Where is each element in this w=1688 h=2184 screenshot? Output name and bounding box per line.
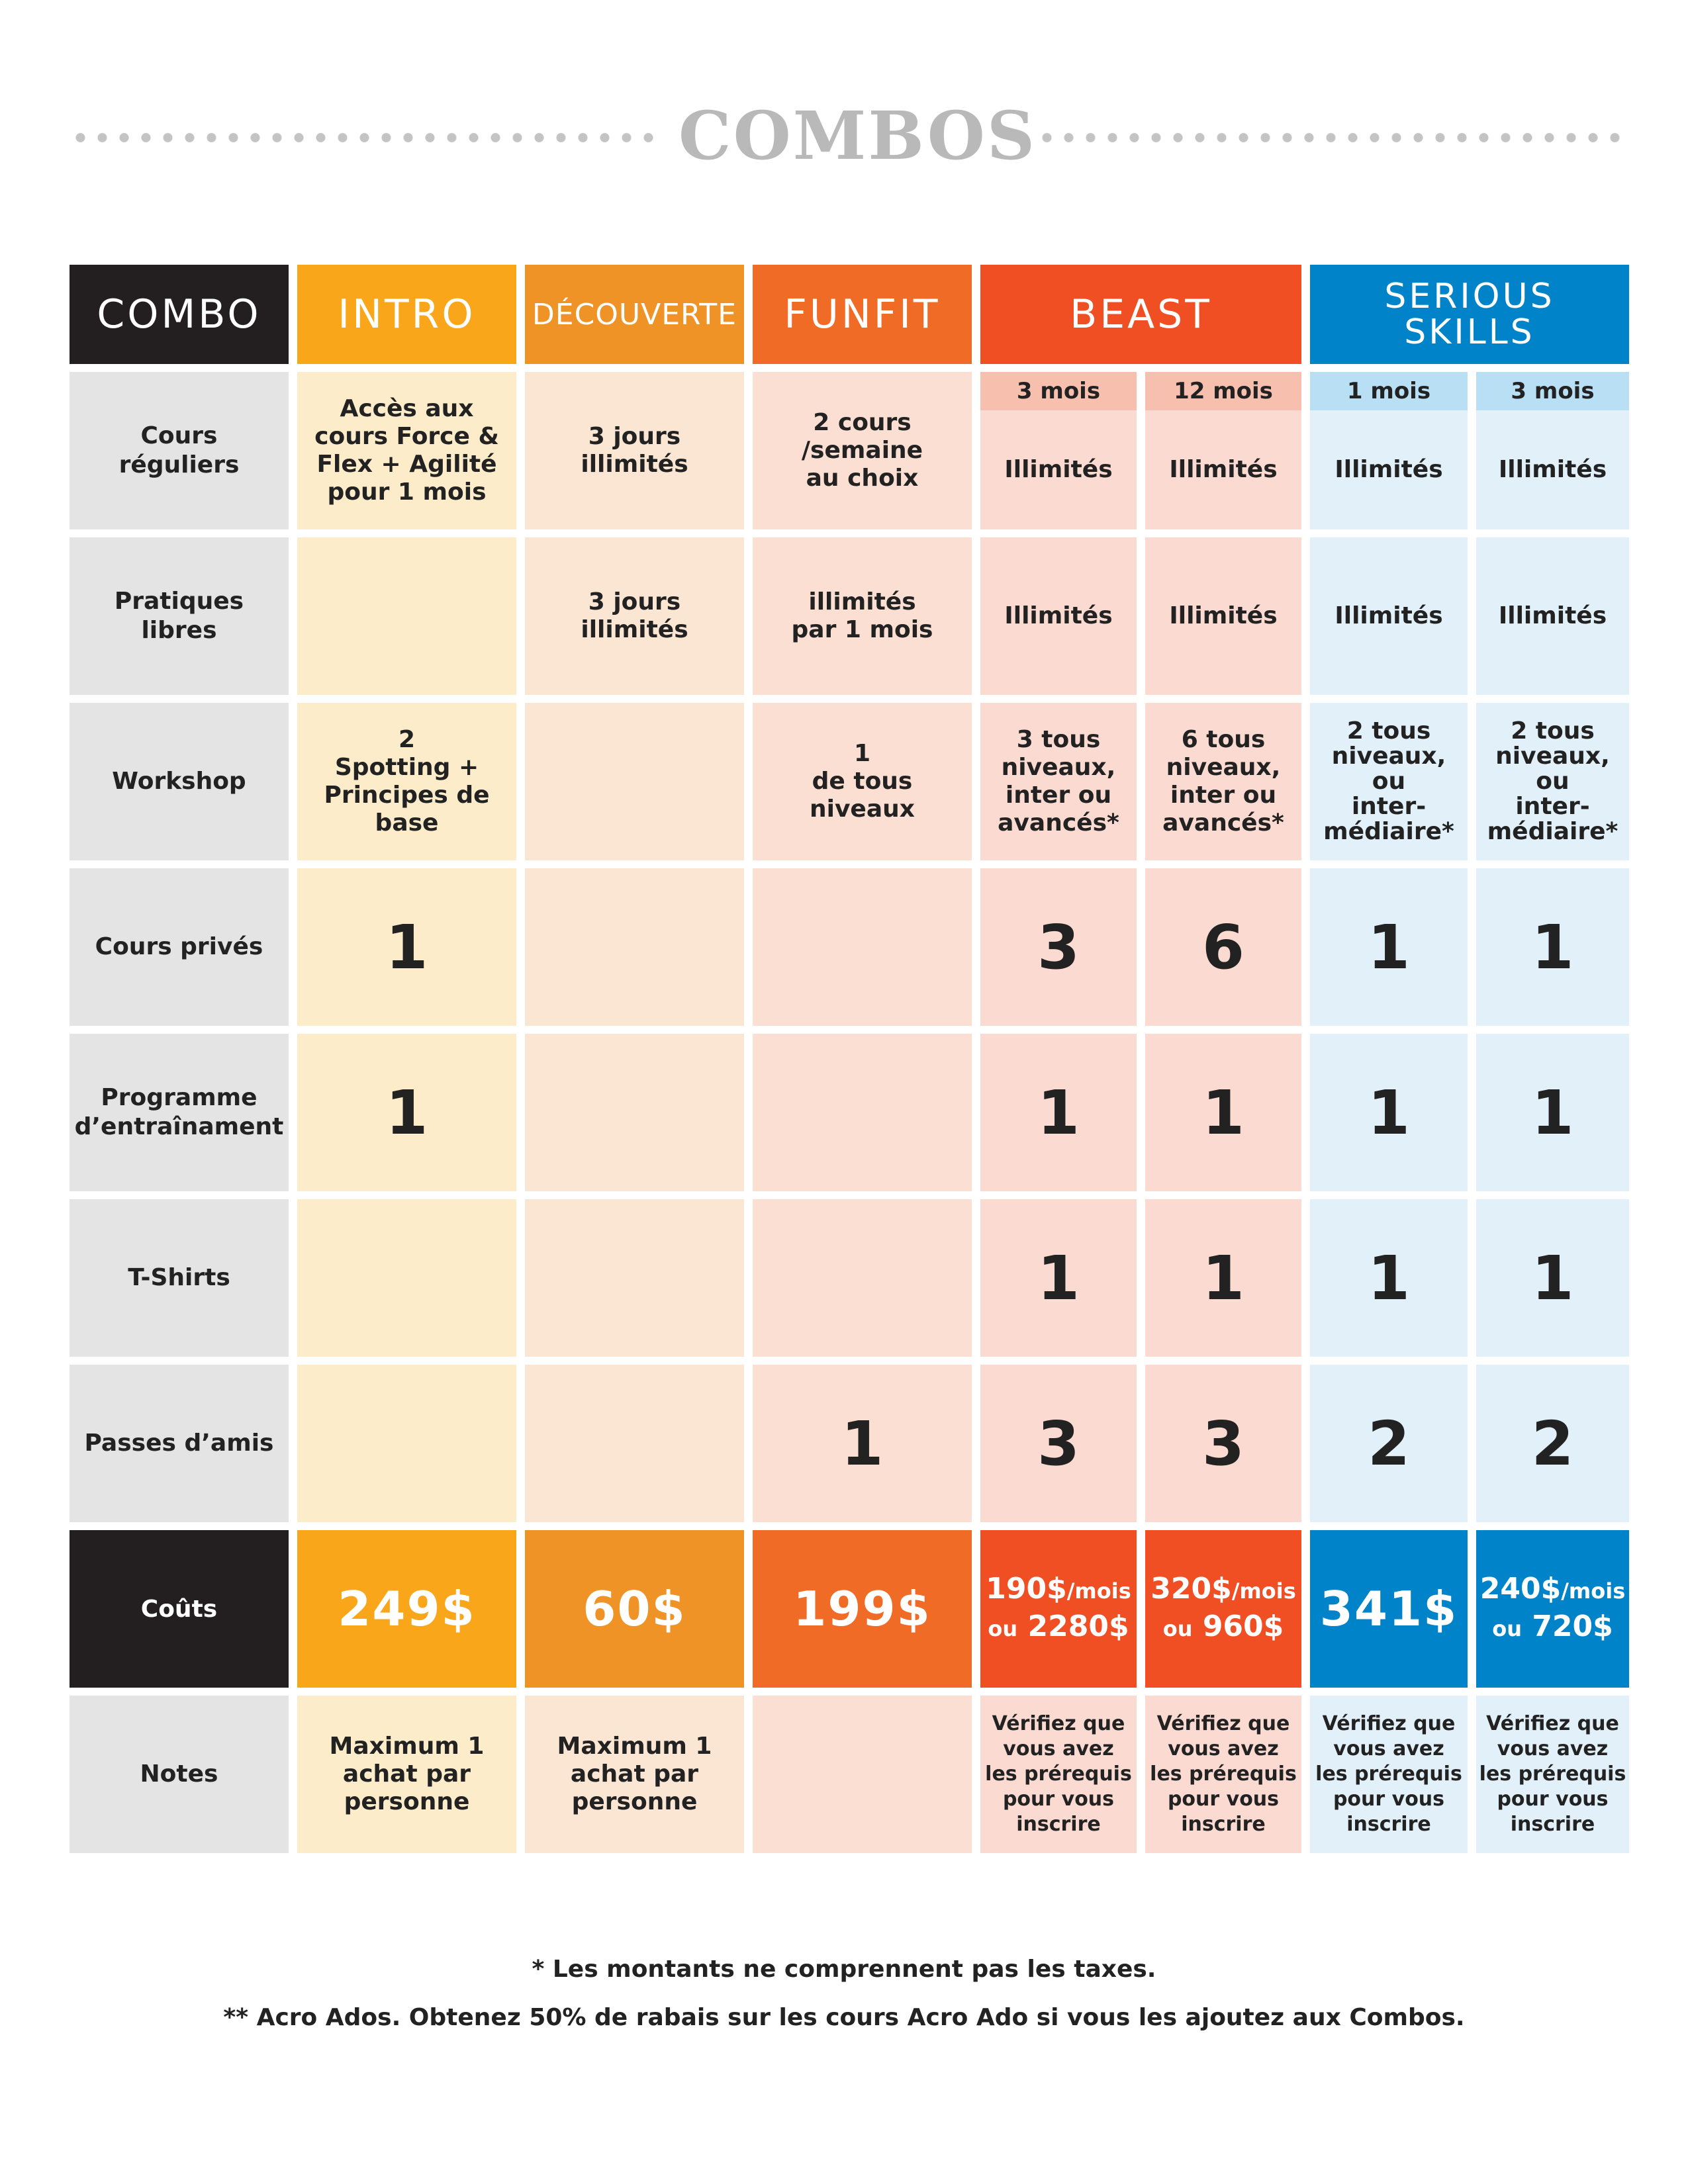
price-serious-3mois-monthly: 240$ [1479, 1572, 1562, 1606]
price-beast-12mois: 320$/mois ou 960$ [1145, 1530, 1301, 1688]
price-funfit: 199$ [753, 1530, 972, 1688]
footnote-taxes: * Les montants ne comprennent pas les ta… [532, 1956, 1156, 1983]
price-serious-1mois: 341$ [1310, 1530, 1468, 1688]
cell-cours-prives-beast-12mois: 6 [1145, 868, 1301, 1026]
cell-cours-prives-serious-1mois: 1 [1310, 868, 1468, 1026]
row-label-tshirts: T-Shirts [70, 1199, 289, 1357]
cell-cours-reguliers-funfit: 2 cours /semaine au choix [753, 372, 972, 529]
cell-programme-intro: 1 [297, 1034, 516, 1191]
price-beast-3mois-monthly: 190$ [986, 1572, 1067, 1606]
cell-passes-beast-12mois: 3 [1145, 1365, 1301, 1522]
dotted-divider-right [1036, 132, 1622, 143]
price-beast-3mois: 190$/mois ou 2280$ [980, 1530, 1137, 1688]
cell-workshop-beast-12mois: 6 tous niveaux, inter ou avancés* [1145, 703, 1301, 860]
price-intro: 249$ [297, 1530, 516, 1688]
cell-cours-reguliers-serious-3mois: 3 mois Illimités [1476, 372, 1629, 529]
row-label-passes-amis: Passes d’amis [70, 1365, 289, 1522]
cell-tshirts-funfit [753, 1199, 972, 1357]
note-intro: Maximum 1 achat par personne [297, 1696, 516, 1853]
row-label-cours-reguliers: Cours réguliers [70, 372, 289, 529]
cell-programme-decouverte [525, 1034, 744, 1191]
cell-workshop-serious-3mois: 2 tous niveaux, ou inter- médiaire* [1476, 703, 1629, 860]
footnote-acro-ados: ** Acro Ados. Obtenez 50% de rabais sur … [223, 2004, 1465, 2031]
cell-passes-serious-3mois: 2 [1476, 1365, 1629, 1522]
note-funfit [753, 1696, 972, 1853]
row-label-pratiques-libres: Pratiques libres [70, 537, 289, 695]
header-beast: BEAST [980, 265, 1301, 364]
duration-beast-12mois: 12 mois [1145, 372, 1301, 410]
cell-cours-reguliers-decouverte: 3 jours illimités [525, 372, 744, 529]
cell-pratiques-libres-intro [297, 537, 516, 695]
cell-pratiques-libres-serious-1mois: Illimités [1310, 537, 1468, 695]
cell-cours-prives-decouverte [525, 868, 744, 1026]
cell-workshop-intro: 2 Spotting + Principes de base [297, 703, 516, 860]
cell-cours-prives-intro: 1 [297, 868, 516, 1026]
cell-tshirts-serious-3mois: 1 [1476, 1199, 1629, 1357]
page-title: COMBOS [679, 97, 1037, 175]
price-decouverte: 60$ [525, 1530, 744, 1688]
row-label-programme: Programme d’entraînament [70, 1034, 289, 1191]
cell-cours-prives-beast-3mois: 3 [980, 868, 1137, 1026]
row-label-couts: Coûts [70, 1530, 289, 1688]
price-serious-3mois-total: 720$ [1532, 1610, 1613, 1643]
cell-programme-funfit [753, 1034, 972, 1191]
header-serious-skills: SERIOUS SKILLS [1310, 265, 1629, 364]
price-serious-3mois: 240$/mois ou 720$ [1476, 1530, 1629, 1688]
header-serious-line1: SERIOUS [1384, 277, 1555, 316]
header-decouverte: DÉCOUVERTE [525, 265, 744, 364]
row-label-workshop: Workshop [70, 703, 289, 860]
cell-cours-reguliers-intro: Accès aux cours Force & Flex + Agilité p… [297, 372, 516, 529]
cell-passes-funfit: 1 [753, 1365, 972, 1522]
cell-tshirts-beast-3mois: 1 [980, 1199, 1137, 1357]
cell-cours-reguliers-serious-1mois: 1 mois Illimités [1310, 372, 1468, 529]
cell-programme-serious-3mois: 1 [1476, 1034, 1629, 1191]
note-decouverte: Maximum 1 achat par personne [525, 1696, 744, 1853]
cell-pratiques-libres-beast-3mois: Illimités [980, 537, 1137, 695]
header-serious-line2: SKILLS [1404, 312, 1535, 352]
price-beast-12mois-monthly: 320$ [1150, 1572, 1232, 1606]
cell-cours-prives-funfit [753, 868, 972, 1026]
cell-programme-beast-3mois: 1 [980, 1034, 1137, 1191]
duration-serious-3mois: 3 mois [1476, 372, 1629, 410]
cell-passes-beast-3mois: 3 [980, 1365, 1137, 1522]
cell-tshirts-decouverte [525, 1199, 744, 1357]
price-beast-12mois-total: 960$ [1202, 1610, 1284, 1643]
note-serious-3mois: Vérifiez que vous avez les prérequis pou… [1476, 1696, 1629, 1853]
cell-programme-beast-12mois: 1 [1145, 1034, 1301, 1191]
header-funfit: FUNFIT [753, 265, 972, 364]
cell-passes-intro [297, 1365, 516, 1522]
price-beast-3mois-total: 2280$ [1027, 1610, 1129, 1643]
note-beast-12mois: Vérifiez que vous avez les prérequis pou… [1145, 1696, 1301, 1853]
cell-pratiques-libres-beast-12mois: Illimités [1145, 537, 1301, 695]
cell-workshop-serious-1mois: 2 tous niveaux, ou inter- médiaire* [1310, 703, 1468, 860]
cell-programme-serious-1mois: 1 [1310, 1034, 1468, 1191]
cell-pratiques-libres-serious-3mois: Illimités [1476, 537, 1629, 695]
cell-cours-reguliers-beast-3mois: 3 mois Illimités [980, 372, 1137, 529]
cell-tshirts-serious-1mois: 1 [1310, 1199, 1468, 1357]
cell-passes-serious-1mois: 2 [1310, 1365, 1468, 1522]
header-combo: COMBO [70, 265, 289, 364]
cell-workshop-decouverte [525, 703, 744, 860]
cell-workshop-funfit: 1 de tous niveaux [753, 703, 972, 860]
title-bar: COMBOS [0, 99, 1688, 172]
cell-workshop-beast-3mois: 3 tous niveaux, inter ou avancés* [980, 703, 1137, 860]
header-intro: INTRO [297, 265, 516, 364]
cell-cours-prives-serious-3mois: 1 [1476, 868, 1629, 1026]
row-label-notes: Notes [70, 1696, 289, 1853]
duration-serious-1mois: 1 mois [1310, 372, 1468, 410]
cell-cours-reguliers-beast-12mois: 12 mois Illimités [1145, 372, 1301, 529]
row-label-cours-prives: Cours privés [70, 868, 289, 1026]
note-beast-3mois: Vérifiez que vous avez les prérequis pou… [980, 1696, 1137, 1853]
cell-tshirts-beast-12mois: 1 [1145, 1199, 1301, 1357]
cell-passes-decouverte [525, 1365, 744, 1522]
cell-pratiques-libres-funfit: illimités par 1 mois [753, 537, 972, 695]
cell-pratiques-libres-decouverte: 3 jours illimités [525, 537, 744, 695]
dotted-divider-left [70, 132, 659, 143]
combos-table: COMBO INTRO DÉCOUVERTE FUNFIT BEAST SERI… [70, 265, 1629, 1853]
cell-tshirts-intro [297, 1199, 516, 1357]
duration-beast-3mois: 3 mois [980, 372, 1137, 410]
note-serious-1mois: Vérifiez que vous avez les prérequis pou… [1310, 1696, 1468, 1853]
